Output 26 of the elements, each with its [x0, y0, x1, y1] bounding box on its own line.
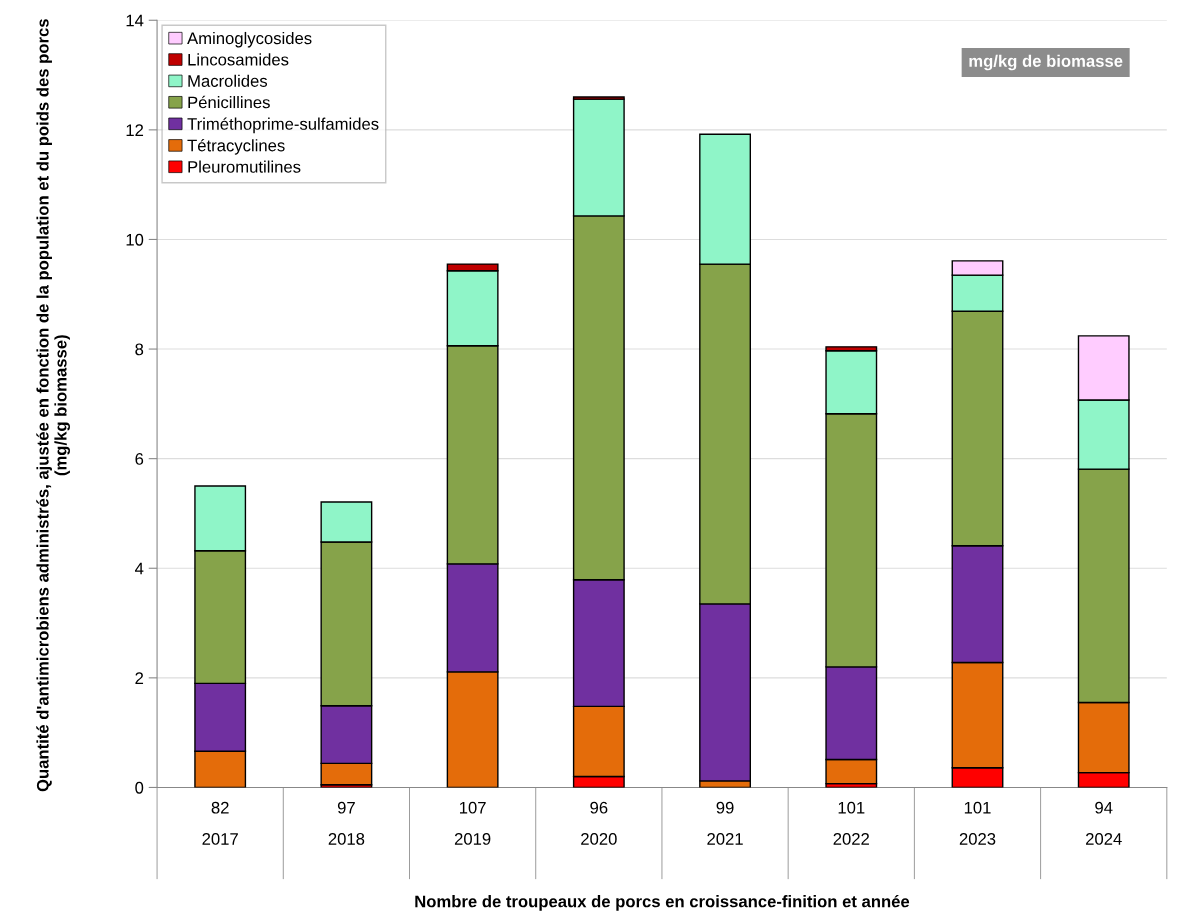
x-tick-label: 101 2023	[959, 801, 996, 845]
x-tick-label: 82 2017	[202, 801, 238, 845]
annotation: mg/kg de biomasse	[969, 54, 1123, 71]
x-tick-label: 97 2018	[328, 801, 365, 845]
x-tick-label: 107 2019	[454, 801, 491, 845]
y-tick-label: 12	[126, 124, 144, 136]
legend-label: Pleuromutilines	[188, 160, 301, 173]
legend-label: Macrolides	[188, 74, 268, 87]
legend-label: Lincosamides	[188, 53, 289, 66]
x-tick-label: 101 2022	[833, 801, 869, 845]
y-tick-label: 14	[126, 14, 144, 27]
y-tick-label: 2	[135, 672, 144, 684]
y-tick-label: 4	[134, 562, 144, 575]
x-tick-label: 94 2024	[1086, 801, 1122, 845]
y-tick-label: 0	[135, 781, 144, 794]
legend-label: Tétracyclines	[187, 138, 285, 155]
y-tick-label: 8	[135, 343, 144, 356]
y-tick-label: 6	[135, 453, 144, 465]
legend-label: Pénicillines	[188, 95, 270, 109]
legend-label: Triméthoprime-sulfamides	[187, 117, 379, 134]
x-axis-title: Nombre de troupeaux de porcs en croissance-finition et année	[415, 894, 910, 911]
x-tick-label: 99 2021	[707, 801, 743, 845]
x-tick-label: 96 2020	[581, 801, 617, 845]
legend-label: Aminoglycosides	[187, 31, 312, 48]
y-axis-title: Quantité d'antimicrobiens administrés, ajustée en fonction de la population et du poids des porcs (mg/kg biomasse)	[36, 19, 70, 792]
y-tick-label: 10	[126, 233, 144, 246]
